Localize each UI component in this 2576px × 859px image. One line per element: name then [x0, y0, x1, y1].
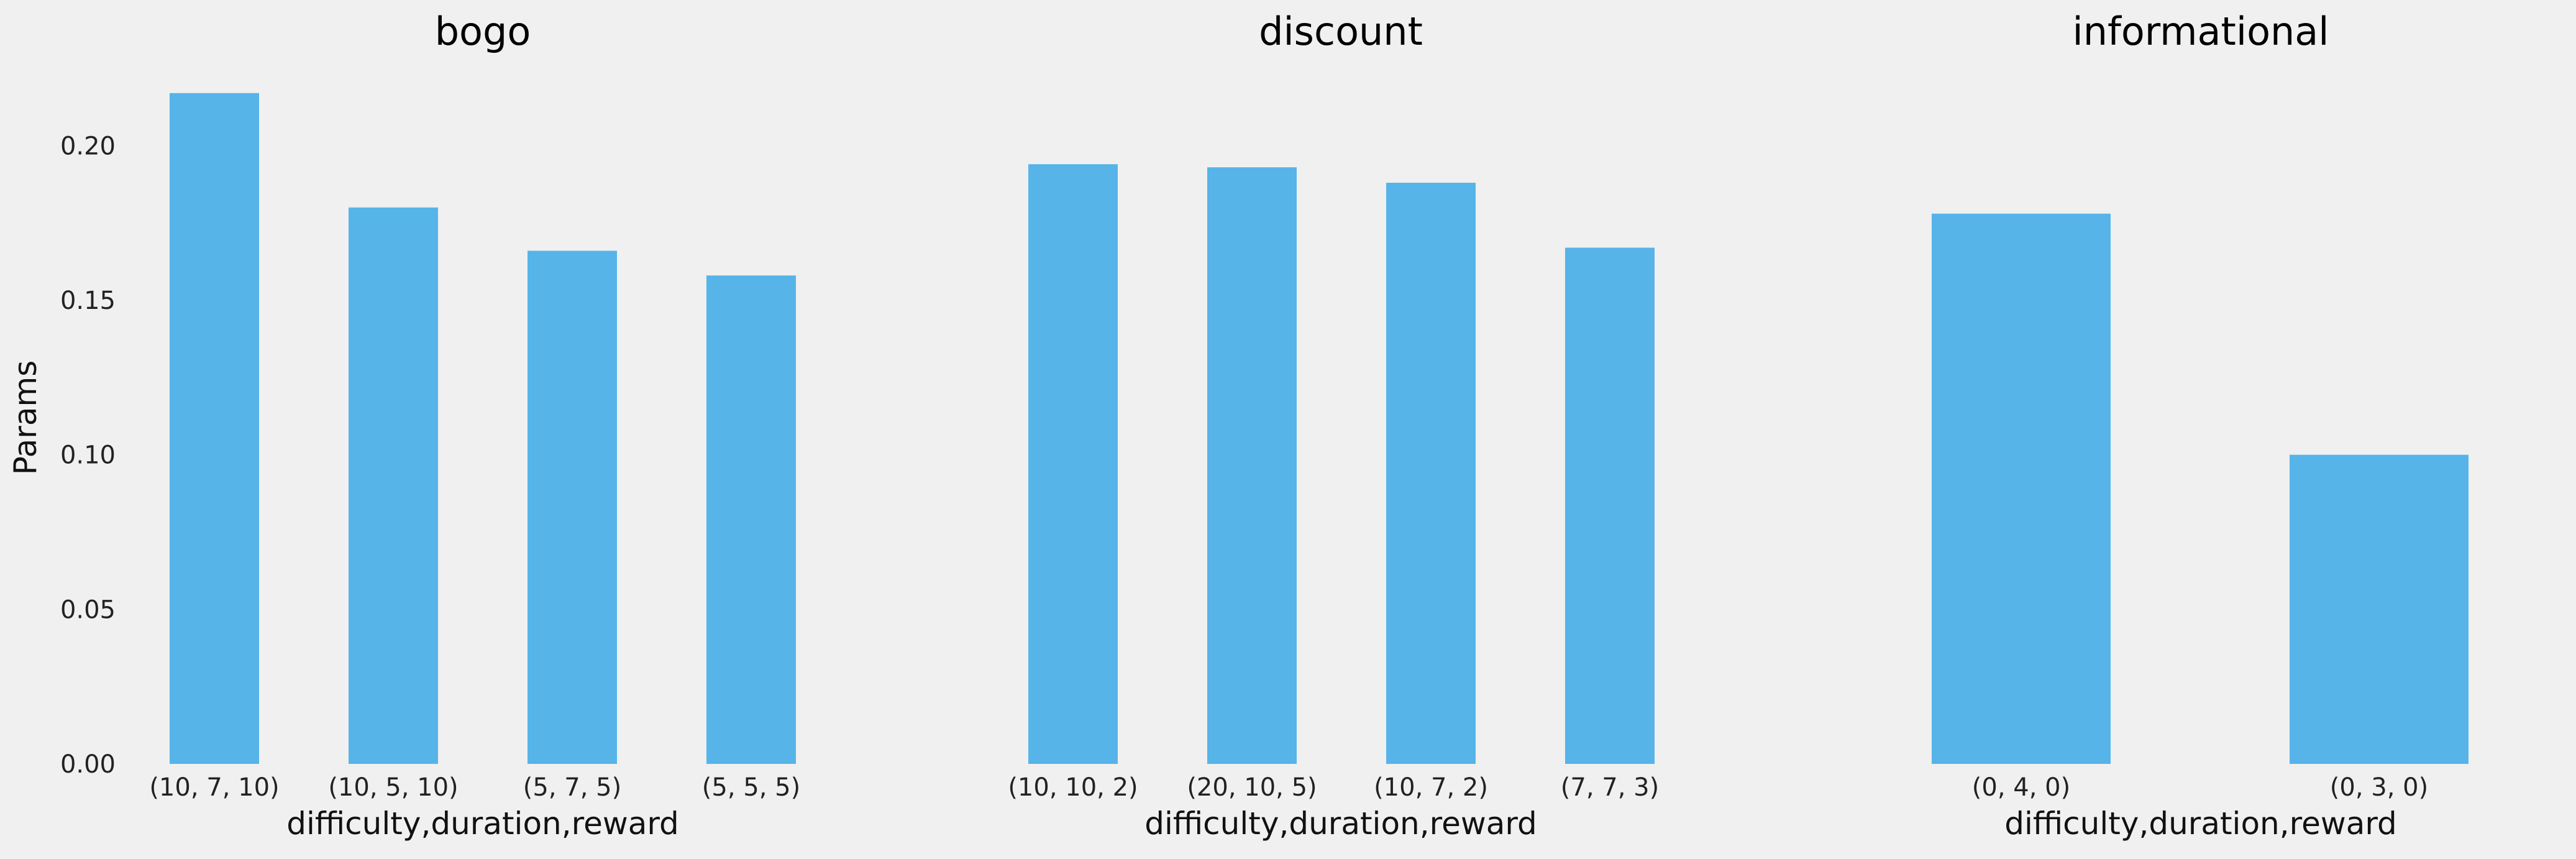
x-tick-label: (5, 5, 5) — [702, 773, 800, 802]
x-axis-label: difficulty,duration,reward — [286, 806, 679, 842]
y-tick-label: 0.15 — [60, 287, 116, 315]
x-tick-label: (10, 10, 2) — [1008, 773, 1138, 802]
y-axis-label: Params — [7, 361, 43, 475]
y-tick-label: 0.10 — [60, 441, 116, 470]
y-tick-label: 0.00 — [60, 750, 116, 779]
x-tick-label: (10, 7, 10) — [149, 773, 279, 802]
bar-discount-3 — [1565, 247, 1655, 764]
y-tick-label: 0.20 — [60, 132, 116, 160]
panel-title: informational — [2072, 9, 2329, 54]
y-axis: Params 0.00 0.05 0.10 0.15 0.20 — [7, 132, 116, 779]
x-tick-label: (7, 7, 3) — [1561, 773, 1659, 802]
x-tick-label: (5, 7, 5) — [523, 773, 621, 802]
x-tick-label: (20, 10, 5) — [1187, 773, 1317, 802]
x-axis-label: difficulty,duration,reward — [2004, 806, 2397, 842]
bar-informational-1 — [2290, 454, 2469, 764]
bar-informational-0 — [1932, 213, 2111, 764]
x-tick-label: (0, 3, 0) — [2330, 773, 2428, 802]
chart-panel-discount: discount (10, 10, 2) (20, 10, 5) (10, 7, 2)… — [1008, 9, 1659, 842]
bar-bogo-0 — [170, 93, 259, 765]
x-tick-label: (0, 4, 0) — [1972, 773, 2070, 802]
bar-discount-2 — [1386, 183, 1476, 765]
x-tick-label: (10, 7, 2) — [1374, 773, 1488, 802]
bar-bogo-3 — [706, 275, 796, 764]
bar-bogo-1 — [349, 207, 438, 764]
chart-panel-informational: informational (0, 4, 0) (0, 3, 0) difficult… — [1932, 9, 2469, 842]
x-axis-label: difficulty,duration,reward — [1144, 806, 1537, 842]
panel-title: bogo — [435, 9, 531, 54]
bar-discount-0 — [1028, 164, 1118, 764]
x-tick-label: (10, 5, 10) — [328, 773, 458, 802]
y-tick-label: 0.05 — [60, 595, 116, 624]
bar-bogo-2 — [528, 250, 617, 765]
chart-panel-bogo: bogo (10, 7, 10) (10, 5, 10) (5, 7, 5) (5, 5… — [149, 9, 800, 842]
panel-title: discount — [1259, 9, 1423, 54]
bar-discount-1 — [1207, 167, 1297, 764]
chart-panels: bogo (10, 7, 10) (10, 5, 10) (5, 7, 5) (5, 5… — [149, 9, 2469, 842]
